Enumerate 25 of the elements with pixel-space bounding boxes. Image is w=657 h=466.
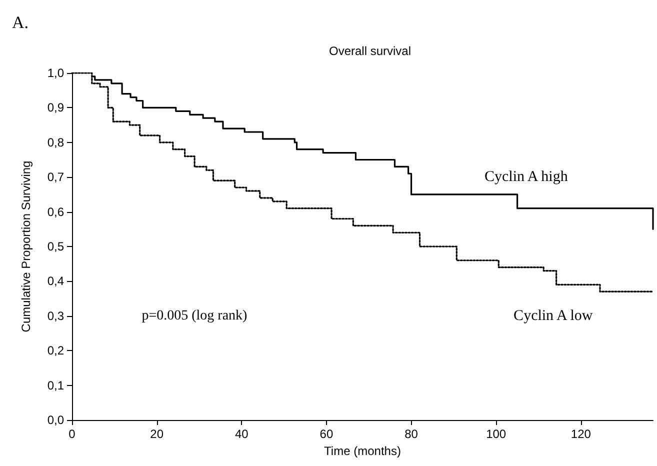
y-tick-label: 1,0 — [47, 66, 64, 80]
series-label: Cyclin A high — [484, 169, 568, 186]
series-label: Cyclin A low — [514, 308, 593, 324]
x-tick-label: 0 — [68, 427, 76, 441]
y-tick-label: 0,5 — [47, 240, 64, 254]
chart-title: Overall survival — [328, 44, 412, 58]
x-tick-label: 20 — [150, 427, 164, 441]
y-tick-label: 0,4 — [47, 274, 64, 288]
y-tick-label: 0,8 — [47, 135, 64, 150]
x-tick-label: 80 — [404, 427, 418, 441]
y-tick-label: 0,6 — [47, 204, 64, 219]
y-axis-title: Cumulative Proportion Surviving — [19, 160, 33, 332]
y-tick-label: 0,0 — [47, 413, 64, 427]
y-tick-label: 0,3 — [47, 308, 64, 323]
x-axis-title: Time (months) — [324, 444, 401, 458]
annotation: p=0.005 (log rank) — [142, 308, 248, 324]
x-tick-label: 60 — [320, 427, 334, 441]
x-tick-label: 100 — [486, 427, 506, 441]
y-tick-label: 0,9 — [47, 100, 64, 115]
y-tick-label: 0,7 — [47, 170, 64, 184]
y-tick-label: 0,1 — [47, 378, 64, 392]
y-tick-label: 0,2 — [47, 344, 64, 358]
text: A. — [12, 13, 29, 32]
x-tick-label: 40 — [234, 427, 249, 441]
x-tick-label: 120 — [570, 427, 592, 441]
